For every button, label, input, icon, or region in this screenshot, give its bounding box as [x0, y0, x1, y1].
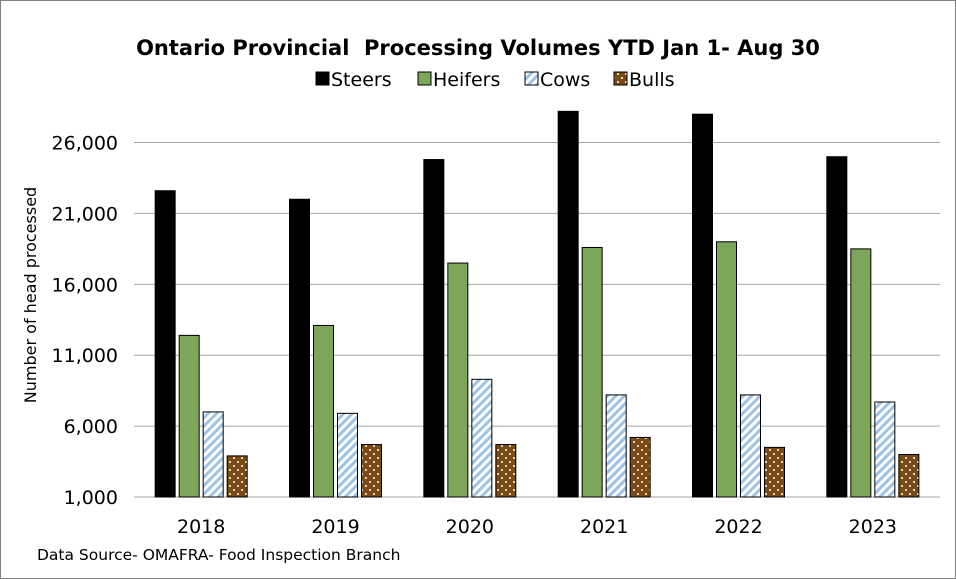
gridlines: [134, 142, 940, 498]
bar-heifers-2021: [581, 246, 603, 498]
y-axis-ticks: 1,000 6,000 11,000 16,000 21,000 26,000: [52, 133, 118, 509]
bar-bulls-2019: [361, 444, 382, 498]
x-axis-ticks: 2018 2019 2020 2021 2022 2023: [177, 516, 897, 538]
x-tick-label: 2023: [849, 516, 897, 538]
chart-title: Ontario Provincial Processing Volumes YT…: [136, 36, 820, 60]
legend-swatch-bulls: [613, 71, 628, 86]
legend-label-cows: Cows: [540, 69, 590, 91]
bar-cows-2020: [471, 378, 493, 498]
bar-cows-2023: [874, 401, 896, 498]
legend: Steers Heifers Cows Bulls: [315, 69, 675, 91]
bar-bulls-2020: [495, 444, 517, 498]
bar-bulls-2023: [898, 453, 920, 498]
bar-cows-2019: [337, 412, 358, 498]
bar-cows-2021: [605, 394, 627, 498]
bar-steers-2021: [557, 110, 579, 498]
bars: [154, 110, 920, 498]
bar-heifers-2023: [850, 248, 872, 498]
y-tick-label: 26,000: [52, 133, 118, 155]
bar-bulls-2021: [629, 436, 651, 498]
bar-bulls-2022: [764, 446, 785, 498]
bar-steers-2022: [692, 113, 713, 498]
bar-bulls-2018: [226, 455, 248, 498]
bar-steers-2020: [423, 159, 445, 498]
bar-cows-2018: [202, 411, 224, 498]
legend-label-bulls: Bulls: [629, 69, 675, 91]
bar-heifers-2019: [313, 324, 334, 498]
data-source-note: Data Source- OMAFRA- Food Inspection Bra…: [37, 546, 400, 564]
bar-steers-2023: [826, 156, 848, 498]
legend-label-steers: Steers: [331, 69, 392, 91]
legend-swatch-cows: [524, 71, 539, 86]
x-tick-label: 2021: [580, 516, 628, 538]
x-tick-label: 2020: [446, 516, 494, 538]
bar-heifers-2020: [447, 262, 469, 498]
x-tick-label: 2022: [714, 516, 762, 538]
legend-label-heifers: Heifers: [433, 69, 500, 91]
x-tick-label: 2018: [177, 516, 225, 538]
x-tick-label: 2019: [311, 516, 359, 538]
bar-cows-2022: [740, 394, 761, 498]
y-tick-label: 1,000: [64, 487, 118, 509]
y-tick-label: 21,000: [52, 203, 118, 225]
bar-steers-2018: [154, 190, 176, 498]
y-tick-label: 16,000: [52, 274, 118, 296]
y-tick-label: 11,000: [52, 345, 118, 367]
y-tick-label: 6,000: [64, 416, 118, 438]
y-axis-label: Number of head processed: [21, 187, 40, 403]
bar-heifers-2018: [178, 334, 200, 498]
bar-steers-2019: [289, 198, 310, 498]
bar-heifers-2022: [716, 241, 737, 498]
legend-swatch-steers: [315, 71, 330, 86]
legend-swatch-heifers: [417, 71, 432, 86]
